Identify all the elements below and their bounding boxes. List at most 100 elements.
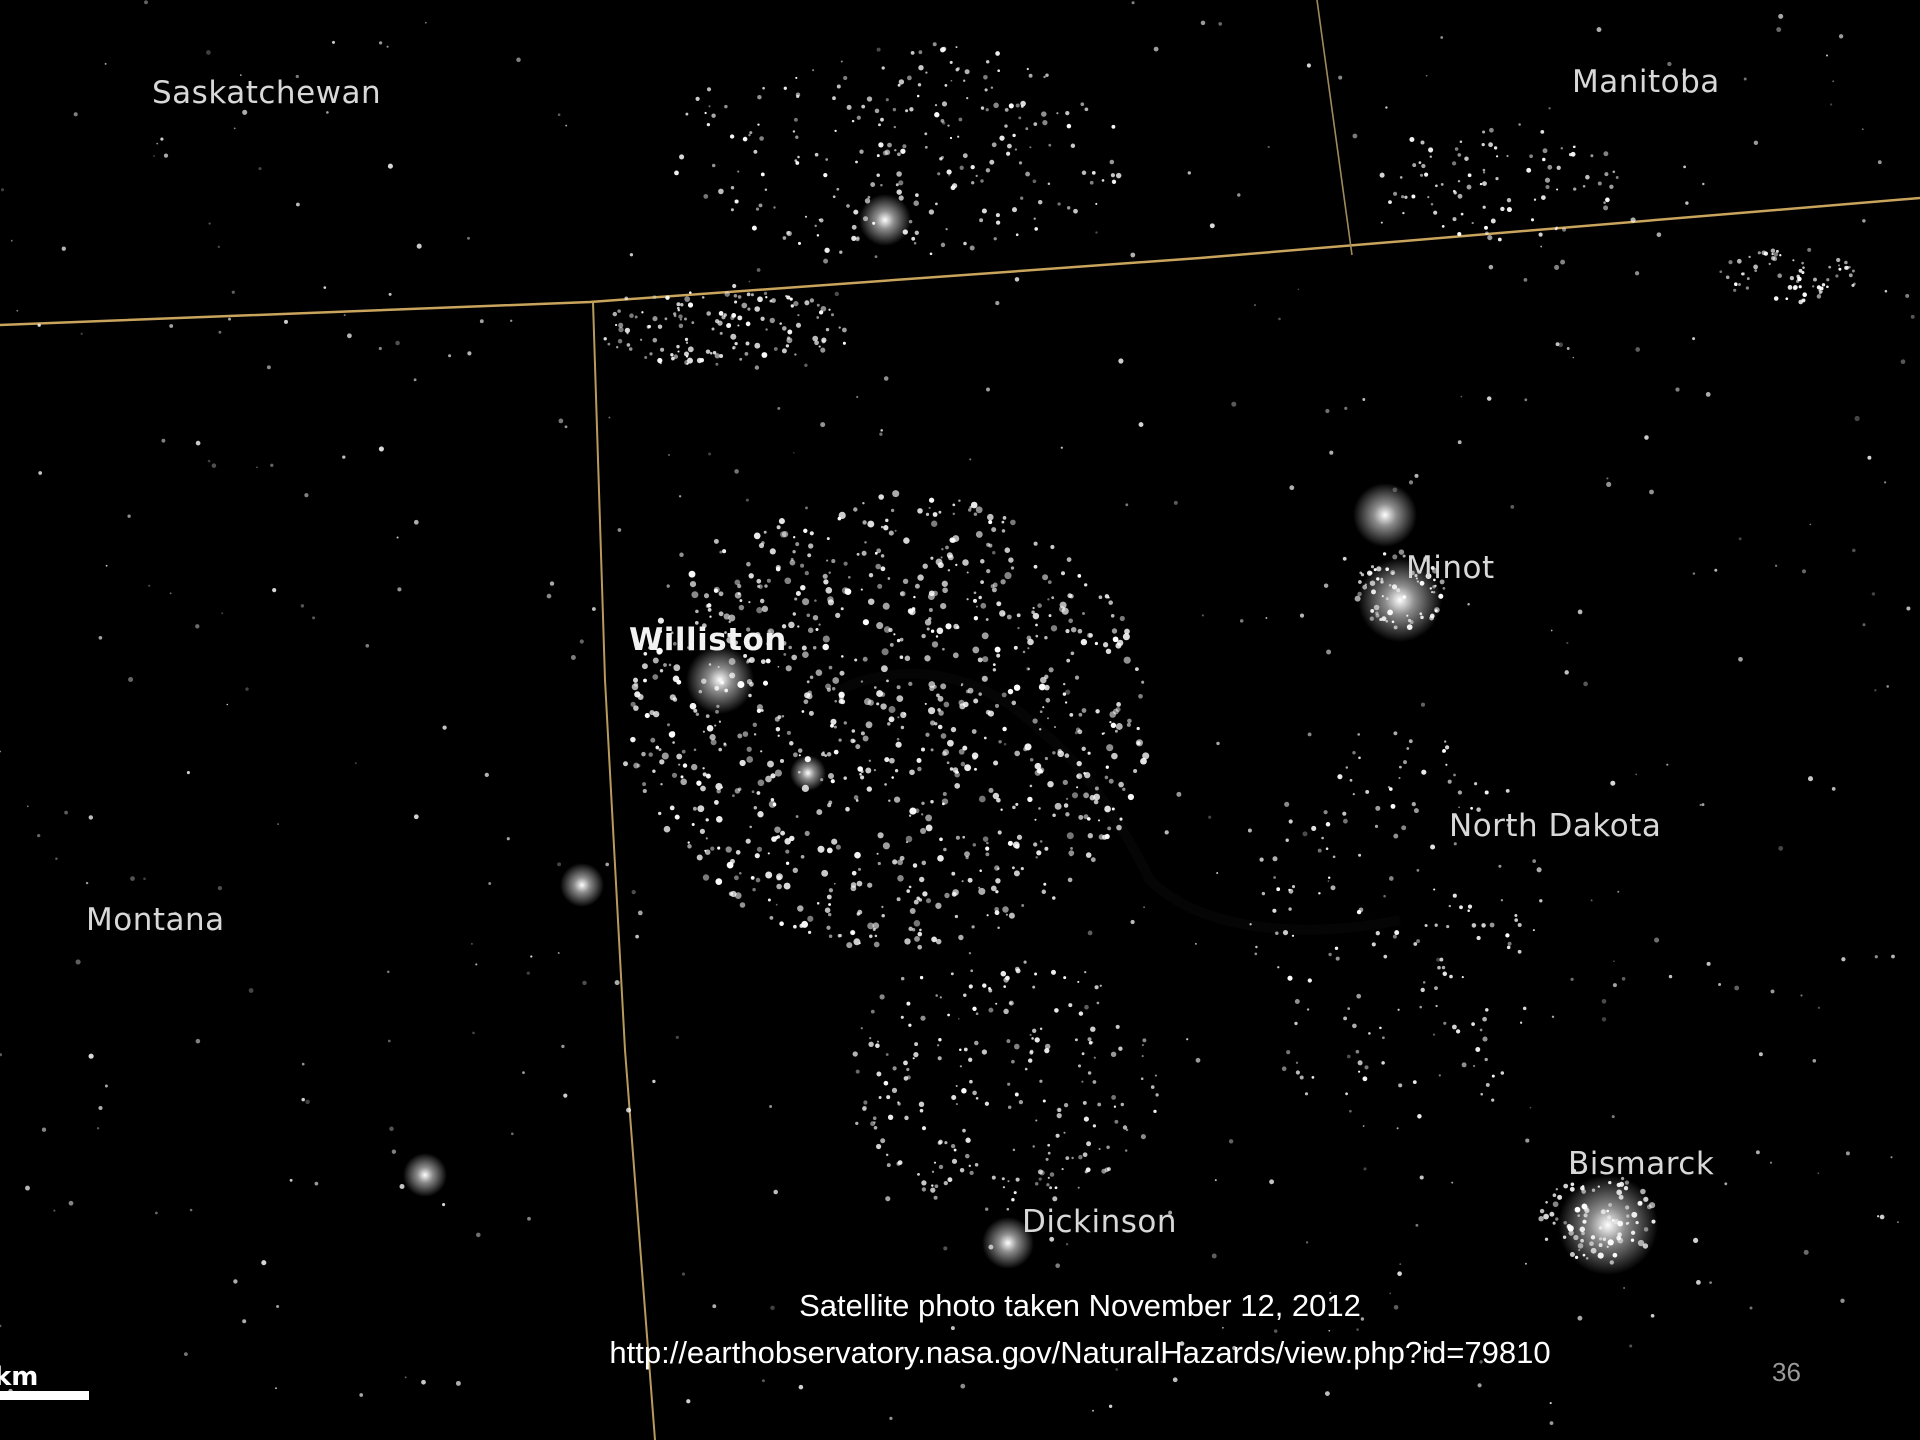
light-dot — [1696, 1280, 1701, 1285]
light-dot — [814, 224, 817, 228]
light-dot — [1265, 617, 1268, 619]
light-dot — [904, 655, 911, 662]
light-dot — [900, 711, 907, 719]
light-dot — [851, 931, 855, 935]
light-dot — [1067, 593, 1073, 599]
light-dot — [27, 805, 29, 808]
light-dot — [894, 148, 897, 152]
light-dot — [1609, 184, 1614, 189]
light-dot — [756, 791, 761, 795]
light-dot — [1093, 1056, 1096, 1059]
light-dot — [860, 680, 864, 683]
light-dot — [1770, 256, 1776, 261]
light-dot — [1403, 760, 1407, 765]
light-dot — [1106, 744, 1114, 752]
light-dot — [1048, 614, 1052, 618]
light-dot — [713, 799, 719, 805]
light-dot — [969, 1170, 974, 1176]
light-dot — [1278, 317, 1281, 321]
light-dot — [679, 318, 682, 321]
light-dot — [1623, 1287, 1626, 1289]
light-dot — [644, 713, 650, 719]
light-dot — [1325, 822, 1331, 827]
light-dot — [970, 164, 975, 170]
light-dot — [711, 163, 716, 168]
light-dot — [917, 574, 924, 581]
light-dot — [1010, 519, 1016, 526]
light-dot — [1214, 1179, 1217, 1182]
light-dot — [1563, 1183, 1569, 1189]
light-dot — [1065, 110, 1070, 116]
light-dot — [1421, 163, 1426, 169]
light-dot — [705, 837, 708, 840]
light-dot — [792, 130, 796, 133]
light-dot — [943, 1180, 948, 1186]
light-dot — [737, 584, 742, 589]
light-dot — [1133, 768, 1138, 774]
light-dot — [1692, 337, 1696, 341]
light-dot — [899, 655, 904, 659]
light-dot — [1082, 612, 1085, 615]
light-dot — [847, 575, 851, 579]
light-dot — [1734, 985, 1740, 991]
light-dot — [978, 692, 982, 696]
light-dot — [1007, 1105, 1012, 1109]
light-dot — [1269, 1179, 1275, 1185]
light-dot — [1216, 741, 1220, 746]
light-dot — [938, 1164, 944, 1170]
light-dot — [905, 841, 909, 844]
light-dot — [994, 906, 999, 912]
light-dot — [686, 1399, 691, 1404]
light-dot — [991, 527, 997, 533]
light-dot — [1406, 747, 1410, 750]
light-dot — [931, 936, 937, 943]
light-dot — [935, 202, 938, 206]
light-dot — [1195, 1057, 1201, 1063]
light-dot — [950, 1326, 955, 1331]
light-dot — [1481, 142, 1485, 147]
light-dot — [1446, 925, 1450, 929]
light-dot — [1757, 251, 1761, 255]
light-dot — [1187, 171, 1191, 175]
light-dot — [1877, 160, 1882, 165]
light-dot — [1496, 155, 1499, 158]
light-dot — [1621, 976, 1626, 981]
light-dot — [795, 815, 799, 818]
light-dot — [1851, 283, 1855, 287]
light-dot — [792, 612, 796, 616]
light-dot — [793, 924, 797, 929]
light-dot — [957, 135, 960, 138]
light-dot — [1436, 957, 1441, 962]
light-dot — [1328, 1329, 1331, 1332]
light-dot — [283, 319, 289, 324]
light-dot — [1325, 847, 1329, 850]
light-dot — [776, 883, 782, 890]
light-dot — [1743, 77, 1747, 81]
light-dot — [1125, 1128, 1129, 1132]
light-dot — [710, 739, 717, 746]
light-dot — [1555, 1217, 1559, 1221]
light-dot — [940, 119, 945, 123]
light-dot — [169, 592, 172, 595]
light-dot — [631, 683, 639, 691]
light-dot — [945, 545, 949, 550]
light-dot — [903, 1060, 908, 1066]
light-dot — [940, 556, 943, 559]
light-dot — [1358, 756, 1361, 760]
light-dot — [1668, 974, 1673, 979]
light-dot — [846, 942, 853, 949]
label-manitoba: Manitoba — [1572, 64, 1720, 100]
light-dot — [793, 536, 796, 539]
light-dot — [809, 675, 814, 680]
light-dot — [930, 629, 935, 633]
light-dot — [659, 669, 664, 673]
light-dot — [1666, 763, 1669, 766]
light-dot — [1404, 195, 1408, 199]
light-dot — [1536, 867, 1542, 873]
light-dot — [16, 309, 19, 312]
light-dot — [868, 759, 871, 762]
light-dot — [1222, 1326, 1224, 1329]
light-dot — [1705, 392, 1711, 397]
light-dot — [985, 852, 990, 857]
light-dot — [1306, 1008, 1310, 1011]
